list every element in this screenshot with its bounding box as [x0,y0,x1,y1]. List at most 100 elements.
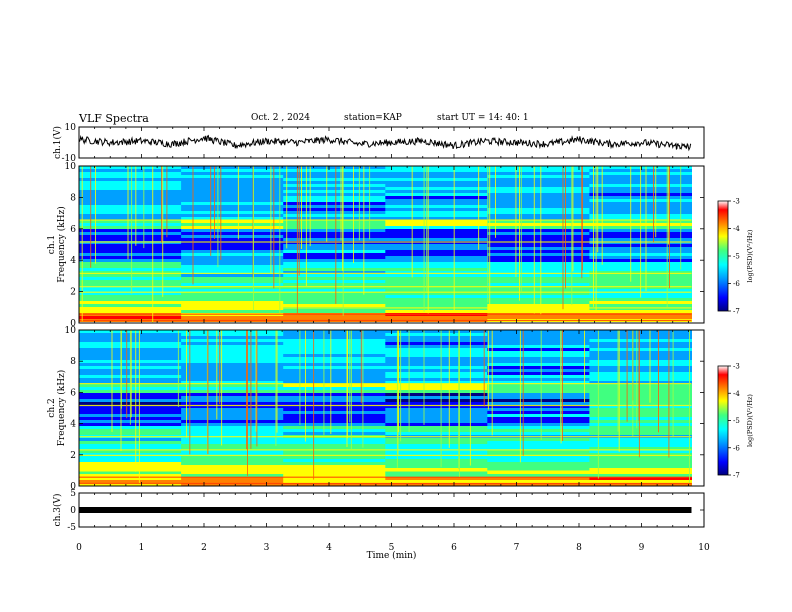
x-tick-label: 8 [576,543,582,553]
station-label: station=KAP [344,113,402,123]
spectrogram-cell [79,193,182,196]
spectrogram-cell [589,333,692,336]
spectrogram-cell [487,253,590,256]
spectrogram-cell [487,211,590,214]
spectrogram-cell [487,316,590,319]
spectrogram-streak [335,166,337,304]
spectrogram-cell [385,432,488,435]
spectrogram-cell [385,459,488,462]
spectrogram-cell [181,205,284,208]
spectrogram-cell [181,450,284,453]
spectrogram-streak [400,330,402,442]
spectrogram-cell [181,202,284,205]
spectrogram-cell [283,468,386,471]
spectrogram-streak [672,330,674,438]
spectrogram-streak [369,166,371,240]
spectrogram-cell [385,175,488,178]
x-tick-label: 0 [76,543,82,553]
spectrogram-cell [385,372,488,375]
spectrogram-cell [283,274,386,277]
spectrogram-streak [250,330,252,449]
spectrogram-streak [540,330,542,440]
spectrogram-cell [283,414,386,417]
spectrogram-cell [589,396,692,399]
spectrogram-streak [618,330,620,452]
spectrogram-cell [487,471,590,474]
spectrogram-cell [79,265,182,268]
spectrogram-cell [385,295,488,298]
spectrogram-streak [680,166,682,270]
spectrogram-streak [453,166,455,311]
spectrogram-cell [283,480,386,483]
spectrogram-cell [385,235,488,238]
y-tick-label: 0 [70,482,76,492]
spectrogram-cell [79,271,182,274]
spectrogram-cell [283,483,386,486]
spectrogram-cell [181,396,284,399]
spectrogram-cell [589,375,692,378]
colorbar-label: log(PSD)(V²/Hz) [746,229,754,282]
spectrogram-cell [283,295,386,298]
spectrogram-cell [181,238,284,241]
spectrogram-cell [79,292,182,295]
spectrogram-cell [487,465,590,468]
spectrogram-cell [589,381,692,384]
spectrogram-cell [487,354,590,357]
spectrogram-cell [283,399,386,402]
y-tick-label: 4 [70,256,76,266]
spectrogram-cell [589,402,692,405]
spectrogram-cell [589,477,692,480]
spectrogram-cell [181,256,284,259]
spectrogram-cell [385,360,488,363]
y-tick-label: 8 [70,357,76,367]
spectrogram-cell [385,265,488,268]
spectrogram-cell [385,250,488,253]
spectrogram-cell [79,450,182,453]
spectrogram-cell [385,426,488,429]
spectrogram-cell [487,336,590,339]
spectrogram-cell [283,384,386,387]
spectrogram-cell [181,211,284,214]
spectrogram-cell [181,199,284,202]
spectrogram-cell [487,184,590,187]
spectrogram-cell [181,274,284,277]
spectrogram-streak [342,166,344,271]
y-tick-label: 6 [70,225,76,235]
spectrogram-cell [181,471,284,474]
spectrogram-cell [487,244,590,247]
spectrogram-cell [487,444,590,447]
spectrogram-cell [385,420,488,423]
spectrogram-cell [487,375,590,378]
spectrogram-cell [385,193,488,196]
spectrogram-streak [440,330,442,468]
spectrogram-cell [283,339,386,342]
spectrogram-streak [326,166,328,242]
spectrogram-cell [487,226,590,229]
spectrogram-streak [166,166,168,238]
spectrogram-cell [385,414,488,417]
spectrogram-cell [589,384,692,387]
spectrogram-streak [597,330,599,479]
spectrogram-cell [487,172,590,175]
spectrogram-cell [385,441,488,444]
spectrogram-cell [181,229,284,232]
spectrogram-cell [181,477,284,480]
spectrogram-cell [283,187,386,190]
spectrogram-cell [181,426,284,429]
spectrogram-cell [487,363,590,366]
spectrogram-cell [283,390,386,393]
spectrogram-cell [181,223,284,226]
panel-frames [78,126,705,528]
spectrogram-cell [487,393,590,396]
spectrogram-cell [589,316,692,319]
spectrogram-cell [385,399,488,402]
spectrogram-cell [79,169,182,172]
spectrogram-cell [385,184,488,187]
spectrogram-cell [385,369,488,372]
spectrogram-streak [350,330,352,450]
spectrogram-cell [487,217,590,220]
spectrogram-cell [283,465,386,468]
spectrogram-cell [181,354,284,357]
spectrogram-cell [385,229,488,232]
